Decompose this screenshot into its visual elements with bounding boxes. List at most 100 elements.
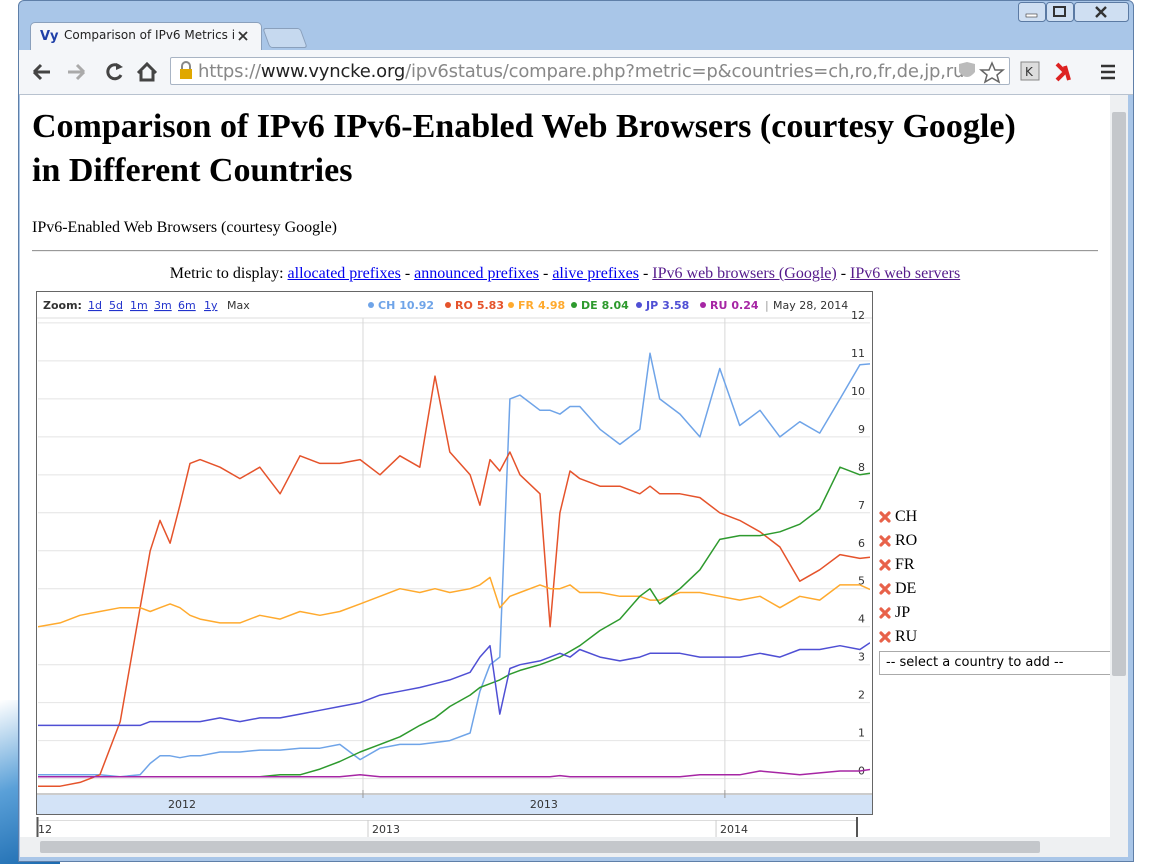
navigator-tick-label: 2013: [372, 823, 400, 836]
x-tick-label: 2012: [168, 798, 196, 811]
metric-link[interactable]: allocated prefixes: [287, 265, 401, 282]
legend-marker: [508, 302, 514, 308]
y-tick-label: 11: [851, 347, 865, 360]
navigator-tick-label: 2012: [36, 823, 52, 836]
url-host: www.vyncke.org: [260, 61, 406, 82]
legend-name: RO: [455, 299, 473, 312]
window-controls[interactable]: [1018, 2, 1130, 24]
legend-entry: JP 3.58: [645, 299, 689, 312]
zoom-label: Zoom:: [43, 299, 82, 312]
legend-entry: DE 8.04: [581, 299, 629, 312]
zoom-button[interactable]: 1y: [204, 299, 218, 312]
metric-separator: -: [404, 265, 411, 282]
country-item: RO: [878, 529, 917, 553]
url-path: /ipv6status/compare.php?metric=p&countri…: [405, 61, 965, 82]
remove-icon[interactable]: [878, 510, 892, 524]
toolbar-icons[interactable]: K: [955, 60, 1123, 84]
legend-value: 10.92: [399, 299, 434, 312]
y-tick-label: 7: [858, 499, 865, 512]
legend-name: CH: [378, 299, 395, 312]
country-name: RU: [895, 628, 918, 645]
navigator[interactable]: 2012 2013 2014: [36, 820, 857, 837]
chart: Zoom: 1d 5d 1m 3m 6m 1y Max CH 10.92 RO 5.83 FR 4.98 D…: [36, 291, 873, 837]
metric-separator: -: [642, 265, 649, 282]
legend-value: 4.98: [538, 299, 565, 312]
y-tick-label: 5: [858, 575, 865, 588]
legend-value: 3.58: [662, 299, 689, 312]
remove-icon[interactable]: [878, 558, 892, 572]
legend-entry: RU 0.24: [710, 299, 759, 312]
country-select[interactable]: -- select a country to add --: [879, 651, 1110, 675]
country-name: JP: [895, 604, 911, 621]
browser-tab[interactable]: [30, 22, 262, 50]
series-line: [38, 352, 870, 778]
country-name: DE: [895, 580, 917, 597]
country-name: FR: [895, 556, 915, 573]
legend-value: 0.24: [731, 299, 758, 312]
legend-marker: [445, 302, 451, 308]
y-tick-label: 12: [851, 309, 865, 322]
legend-entry: FR 4.98: [518, 299, 565, 312]
horizontal-rule: [32, 250, 1098, 252]
metric-label: Metric to display:: [169, 265, 284, 282]
navigator-tick-label: 2014: [720, 823, 748, 836]
country-item: JP: [878, 601, 917, 625]
zoom-button[interactable]: 1d: [88, 299, 102, 312]
legend-value: 8.04: [602, 299, 629, 312]
tab-title[interactable]: Comparison of IPv6 Metrics i: [64, 28, 236, 42]
page-subtitle: IPv6-Enabled Web Browsers (courtesy Goog…: [32, 219, 338, 236]
new-tab-button[interactable]: [262, 28, 308, 48]
url[interactable]: https://www.vyncke.org/ipv6status/compar…: [198, 61, 964, 82]
y-tick-label: 10: [851, 385, 865, 398]
page-content: Comparison of IPv6 IPv6-Enabled Web Brow…: [20, 95, 1110, 837]
legend-separator: |: [765, 299, 769, 312]
remove-icon[interactable]: [878, 630, 892, 644]
country-item: CH: [878, 505, 917, 529]
tab-close[interactable]: [236, 29, 250, 43]
horizontal-scroll-thumb[interactable]: [40, 841, 1040, 853]
y-tick-label: 8: [858, 461, 865, 474]
y-tick-label: 9: [858, 423, 865, 436]
x-axis-band: [37, 795, 872, 814]
country-list: CH RO FR DE JP RU: [878, 505, 917, 649]
plot-area: [38, 352, 870, 787]
remove-icon[interactable]: [878, 534, 892, 548]
legend-name: JP: [645, 299, 658, 312]
legend-name: FR: [518, 299, 535, 312]
metric-link[interactable]: announced prefixes: [414, 265, 539, 282]
series-line: [38, 642, 870, 727]
y-tick-label: 1: [858, 727, 865, 740]
zoom-button[interactable]: 1m: [130, 299, 148, 312]
country-item: RU: [878, 625, 917, 649]
zoom-button[interactable]: 6m: [178, 299, 196, 312]
favicon: Vy: [40, 29, 59, 44]
metric-link[interactable]: IPv6 web browsers (Google): [652, 265, 837, 282]
legend-entry: CH 10.92: [378, 299, 434, 312]
y-tick-label: 4: [858, 613, 865, 626]
metric-link[interactable]: IPv6 web servers: [850, 265, 961, 282]
country-item: DE: [878, 577, 917, 601]
metric-separator: -: [543, 265, 549, 282]
vertical-scroll-thumb[interactable]: [1112, 112, 1126, 676]
page-heading: Comparison of IPv6 IPv6-Enabled Web Brow…: [32, 108, 1016, 189]
nav-buttons[interactable]: [28, 58, 168, 86]
zoom-button[interactable]: Max: [227, 299, 250, 312]
y-tick-label: 6: [858, 537, 865, 550]
address-bar[interactable]: [170, 57, 1010, 85]
metric-selector: Metric to display: allocated prefixes - …: [20, 265, 1110, 283]
legend-entry: RO 5.83: [455, 299, 504, 312]
zoom-button[interactable]: 5d: [109, 299, 123, 312]
y-tick-label: 3: [858, 651, 865, 664]
remove-icon[interactable]: [878, 606, 892, 620]
zoom-button[interactable]: 3m: [154, 299, 172, 312]
security-icon: [180, 61, 192, 79]
remove-icon[interactable]: [878, 582, 892, 596]
legend-name: DE: [581, 299, 598, 312]
y-tick-label: 2: [858, 689, 865, 702]
metric-link[interactable]: alive prefixes: [552, 265, 639, 282]
country-name: CH: [895, 508, 918, 525]
hover-date: May 28, 2014: [773, 299, 848, 312]
series-line: [38, 576, 870, 628]
legend-value: 5.83: [477, 299, 504, 312]
